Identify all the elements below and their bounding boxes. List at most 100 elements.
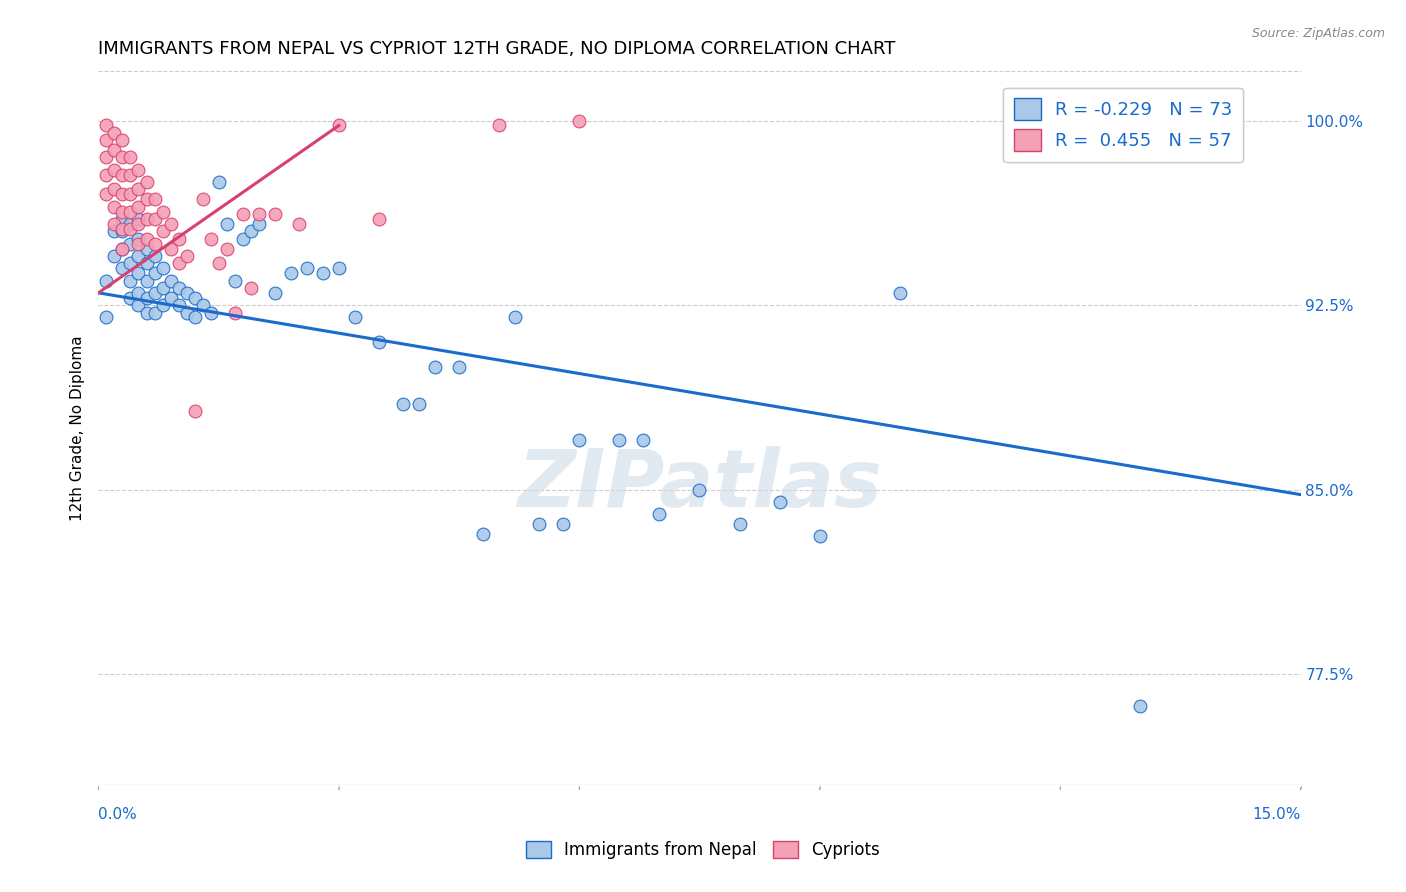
Point [224, 305, 246, 319]
Point [183, 404, 205, 418]
Point [368, 212, 391, 227]
Point [128, 182, 150, 196]
Point [111, 242, 134, 256]
Point [368, 334, 391, 349]
Point [135, 273, 157, 287]
Point [103, 224, 125, 238]
Point [120, 256, 142, 270]
Point [159, 291, 181, 305]
Point [103, 217, 125, 231]
Point [328, 119, 350, 133]
Point [208, 256, 231, 270]
Point [128, 285, 150, 300]
Point [128, 236, 150, 251]
Point [553, 517, 575, 532]
Point [103, 126, 125, 140]
Point [96, 187, 118, 202]
Point [447, 359, 470, 374]
Point [159, 217, 181, 231]
Point [408, 396, 430, 410]
Point [295, 261, 318, 276]
Point [111, 261, 134, 276]
Point [143, 236, 166, 251]
Point [247, 207, 270, 221]
Point [152, 261, 174, 276]
Point [183, 291, 205, 305]
Point [152, 204, 174, 219]
Point [280, 266, 302, 280]
Point [648, 508, 671, 522]
Point [343, 310, 366, 325]
Point [120, 273, 142, 287]
Point [111, 222, 134, 236]
Point [111, 212, 134, 227]
Point [200, 232, 222, 246]
Point [128, 266, 150, 280]
Point [135, 242, 157, 256]
Point [120, 217, 142, 231]
Text: Source: ZipAtlas.com: Source: ZipAtlas.com [1251, 27, 1385, 40]
Point [288, 217, 311, 231]
Point [111, 133, 134, 147]
Point [111, 151, 134, 165]
Point [176, 305, 198, 319]
Text: 0.0%: 0.0% [98, 807, 138, 822]
Point [96, 273, 118, 287]
Point [128, 298, 150, 312]
Point [328, 261, 350, 276]
Point [103, 200, 125, 214]
Point [215, 242, 238, 256]
Point [167, 232, 190, 246]
Point [176, 285, 198, 300]
Point [183, 310, 205, 325]
Point [167, 281, 190, 295]
Point [103, 249, 125, 263]
Point [135, 305, 157, 319]
Point [808, 529, 831, 543]
Point [191, 298, 214, 312]
Legend: R = -0.229   N = 73, R =  0.455   N = 57: R = -0.229 N = 73, R = 0.455 N = 57 [1002, 87, 1243, 162]
Point [159, 273, 181, 287]
Point [208, 175, 231, 189]
Point [96, 133, 118, 147]
Point [135, 232, 157, 246]
Point [1129, 699, 1152, 714]
Point [128, 212, 150, 227]
Point [529, 517, 551, 532]
Point [143, 192, 166, 206]
Point [128, 162, 150, 177]
Point [120, 187, 142, 202]
Point [152, 281, 174, 295]
Point [728, 517, 751, 532]
Point [152, 298, 174, 312]
Point [232, 232, 254, 246]
Point [568, 113, 591, 128]
Point [568, 434, 591, 448]
Point [503, 310, 526, 325]
Point [200, 305, 222, 319]
Point [167, 298, 190, 312]
Text: ZIPatlas: ZIPatlas [517, 446, 882, 524]
Point [96, 119, 118, 133]
Point [120, 151, 142, 165]
Point [128, 249, 150, 263]
Point [143, 285, 166, 300]
Point [263, 285, 285, 300]
Point [263, 207, 285, 221]
Point [135, 212, 157, 227]
Point [128, 200, 150, 214]
Point [120, 222, 142, 236]
Point [769, 495, 792, 509]
Point [472, 527, 495, 541]
Point [159, 242, 181, 256]
Point [176, 249, 198, 263]
Point [239, 224, 262, 238]
Point [111, 168, 134, 182]
Point [103, 162, 125, 177]
Point [135, 256, 157, 270]
Point [247, 217, 270, 231]
Point [120, 204, 142, 219]
Point [120, 168, 142, 182]
Point [239, 281, 262, 295]
Point [96, 310, 118, 325]
